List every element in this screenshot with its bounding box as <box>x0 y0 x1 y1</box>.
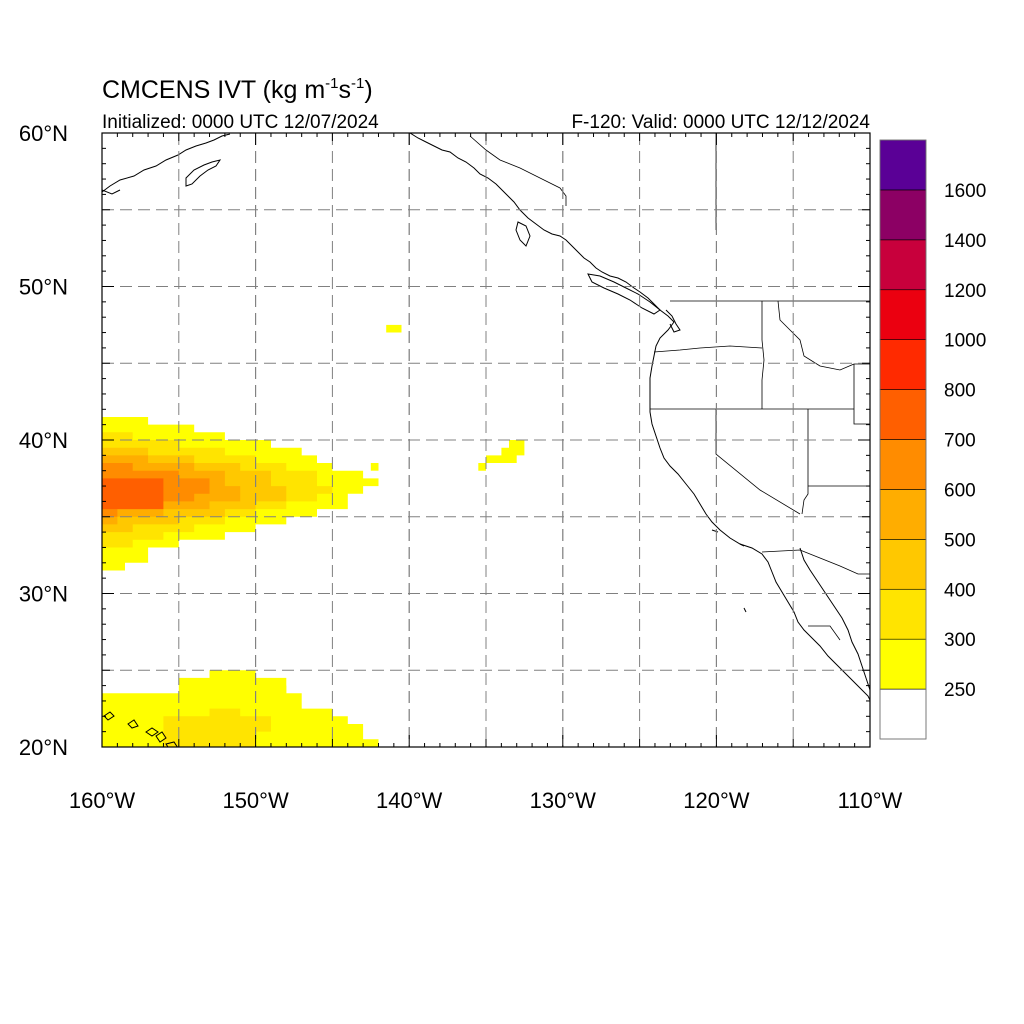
lon-tick-label: 150°W <box>222 788 289 813</box>
colorbar-label: 1600 <box>944 181 986 202</box>
colorbar-swatch <box>879 339 927 390</box>
ivt-region-10 <box>163 708 271 747</box>
colorbar-swatch <box>879 638 927 690</box>
colorbar-label: 800 <box>944 381 976 402</box>
map-title: CMCENS IVT (kg m-1s-1) <box>102 75 373 104</box>
puget-sound <box>665 309 681 333</box>
ivt-region-8 <box>478 440 525 471</box>
colorbar-swatch <box>879 389 927 440</box>
alaska-canada-border <box>469 135 567 206</box>
boundary-layer <box>469 133 870 641</box>
colorbar-label: 400 <box>944 580 976 601</box>
colorbar-swatch <box>879 189 927 241</box>
vancouver-island <box>587 273 661 315</box>
lat-tick-label: 40°N <box>19 428 68 453</box>
valid-time: F-120: Valid: 0000 UTC 12/12/2024 <box>571 112 870 133</box>
plot-area <box>101 132 871 748</box>
colorbar-swatch <box>879 239 927 291</box>
baja-border <box>808 625 841 641</box>
ivt-region-6 <box>370 463 379 471</box>
colorbar-label: 300 <box>944 630 976 651</box>
ivt-region-11 <box>278 685 287 694</box>
hawaii-islands <box>103 711 178 747</box>
idaho-west-border <box>761 301 765 409</box>
colorbar-swatch <box>879 289 927 340</box>
colorbar-swatch <box>879 139 927 191</box>
colorbar-label: 1400 <box>944 231 986 252</box>
plot-frame <box>101 132 871 748</box>
lon-tick-label: 120°W <box>683 788 750 813</box>
colorbar-swatch <box>879 489 927 540</box>
ivt-region-7 <box>386 324 402 333</box>
initialized-time: Initialized: 0000 UTC 12/07/2024 <box>102 112 379 133</box>
lat-tick-label: 20°N <box>19 735 68 760</box>
colorbar-label: 1200 <box>944 281 986 302</box>
channel-islands <box>711 529 747 613</box>
lat-lon-gridlines <box>102 133 870 747</box>
lat-tick-label: 60°N <box>19 121 68 146</box>
washington-oregon-border <box>653 345 763 353</box>
colorbar-swatch <box>879 439 927 490</box>
lat-tick-label: 50°N <box>19 275 68 300</box>
kodiak-island <box>185 159 222 187</box>
lon-tick-label: 130°W <box>530 788 597 813</box>
latitude-labels: 60°N 50°N 40°N 30°N 20°N <box>19 121 68 760</box>
colorbar-swatch <box>879 588 927 640</box>
colorbar-swatch <box>879 688 927 740</box>
longitude-labels: 160°W 150°W 140°W 130°W 120°W 110°W <box>69 788 903 813</box>
gulf-of-california <box>799 547 870 691</box>
nevada-east-border <box>801 409 809 515</box>
lon-tick-label: 160°W <box>69 788 136 813</box>
colorbar-label: 1000 <box>944 331 986 352</box>
ivt-shading-layer <box>102 324 525 747</box>
alaska-coastline <box>102 133 231 195</box>
colorbar-frame <box>879 139 927 740</box>
colorbar-label: 700 <box>944 431 976 452</box>
montana-idaho-border <box>777 300 855 371</box>
us-west-coastline <box>649 321 870 701</box>
colorbar-label: 250 <box>944 680 976 701</box>
lon-tick-label: 110°W <box>838 788 903 813</box>
colorbar-label: 500 <box>944 530 976 551</box>
wyoming-west-border <box>853 363 870 425</box>
colorbar-swatch <box>879 539 927 590</box>
coastline-layer <box>102 133 870 747</box>
colorbar-label: 600 <box>944 480 976 501</box>
haida-gwaii <box>515 221 531 247</box>
colorbar: 250 300 400 500 600 700 800 1000 1200 1400 1600 <box>879 139 986 740</box>
lon-tick-label: 140°W <box>376 788 443 813</box>
ivt-region-5 <box>102 478 164 510</box>
lat-tick-label: 30°N <box>19 582 68 607</box>
